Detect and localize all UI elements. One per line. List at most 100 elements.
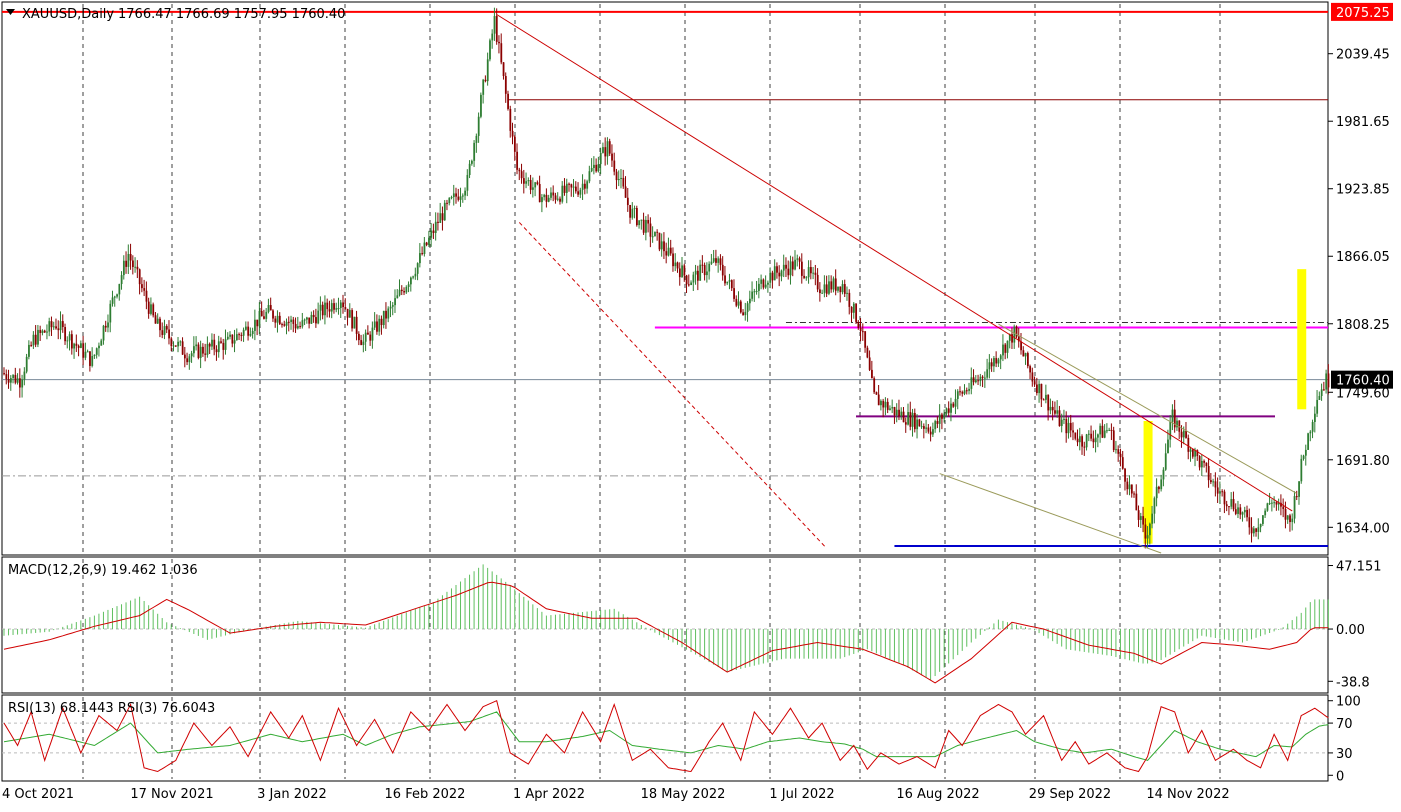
candle-body — [1298, 481, 1300, 497]
candle-body — [434, 221, 437, 233]
candle-body — [493, 16, 496, 34]
candle-body — [1054, 410, 1056, 414]
candle-body — [1173, 409, 1176, 428]
candle-body — [231, 334, 234, 344]
candle-body — [394, 298, 396, 306]
candle-body — [14, 374, 17, 383]
candle-body — [1126, 481, 1129, 490]
candle-body — [602, 147, 604, 153]
candle-body — [1153, 498, 1156, 514]
candle-body — [864, 331, 867, 348]
candle-body — [50, 321, 53, 328]
candle-body — [206, 343, 209, 355]
candle-body — [37, 329, 39, 345]
candle-body — [828, 281, 830, 294]
candle-body — [561, 185, 564, 202]
candle-body — [1259, 523, 1262, 528]
candle-body — [405, 286, 408, 293]
candle-body — [1323, 389, 1325, 391]
candle-body — [1239, 507, 1242, 515]
candle-body — [893, 407, 896, 416]
candle-body — [866, 347, 869, 358]
candle-body — [301, 320, 304, 327]
candle-body — [32, 334, 35, 346]
candle-body — [306, 317, 308, 320]
candle-body — [1180, 431, 1183, 438]
candle-body — [1243, 509, 1246, 513]
y-tick-label: 1808.25 — [1336, 318, 1390, 333]
candle-body — [523, 178, 525, 184]
candle-body — [46, 331, 48, 333]
candle-body — [1185, 430, 1187, 438]
candle-body — [834, 278, 837, 291]
candle-body — [710, 261, 713, 264]
candle-body — [369, 334, 372, 341]
candle-body — [1151, 513, 1154, 524]
candle-body — [1002, 344, 1004, 356]
rsi-pane[interactable] — [1, 694, 1329, 782]
candle-body — [810, 267, 812, 274]
candle-body — [880, 400, 882, 406]
candle-body — [916, 419, 919, 430]
candle-body — [1133, 493, 1135, 495]
candle-body — [1013, 326, 1016, 343]
candle-body — [904, 422, 907, 425]
candle-body — [455, 193, 457, 197]
candle-body — [975, 380, 977, 383]
candle-body — [889, 408, 891, 410]
candle-body — [1314, 413, 1316, 423]
candle-body — [606, 141, 609, 157]
candle-body — [102, 325, 105, 341]
candle-body — [188, 356, 191, 363]
candle-body — [122, 260, 125, 276]
candle-body — [208, 343, 211, 347]
candle-body — [898, 409, 900, 417]
candle-body — [1130, 484, 1133, 494]
candle-body — [172, 345, 175, 347]
candle-body — [1230, 499, 1233, 507]
candle-body — [66, 340, 69, 342]
candle-body — [437, 221, 439, 223]
candle-body — [814, 272, 817, 275]
macd-pane[interactable] — [1, 556, 1329, 694]
main-price-pane[interactable] — [1, 1, 1329, 556]
candle-body — [1160, 479, 1163, 490]
candle-body — [642, 219, 645, 233]
candle-body — [862, 331, 864, 333]
candle-body — [82, 343, 85, 358]
candle-body — [1115, 449, 1117, 451]
candle-body — [541, 197, 543, 203]
candle-body — [1069, 422, 1072, 431]
candle-body — [990, 362, 993, 367]
macd-y-tick-label: -38.8 — [1336, 675, 1370, 690]
candle-body — [927, 427, 930, 432]
candle-body — [911, 412, 914, 427]
candle-body — [491, 33, 494, 41]
x-tick-label: 1 Jul 2022 — [769, 787, 834, 802]
x-tick-label: 1 Apr 2022 — [513, 787, 585, 802]
candle-body — [132, 260, 134, 268]
candle-body — [152, 304, 155, 316]
candle-body — [735, 298, 738, 306]
candle-body — [782, 264, 785, 271]
candle-body — [868, 357, 871, 370]
candle-body — [798, 258, 801, 262]
candle-body — [1011, 334, 1013, 343]
candle-body — [482, 79, 485, 95]
candle-body — [719, 258, 722, 265]
candle-body — [428, 237, 430, 245]
x-tick-label: 17 Nov 2021 — [130, 787, 213, 802]
candle-body — [972, 377, 975, 383]
candle-body — [1149, 523, 1151, 536]
collapse-triangle-icon[interactable] — [6, 9, 15, 15]
candle-body — [439, 213, 442, 223]
candle-body — [312, 314, 315, 318]
candle-body — [475, 135, 478, 143]
candle-body — [1036, 384, 1038, 394]
x-tick-label: 16 Feb 2022 — [385, 787, 466, 802]
candle-body — [258, 311, 261, 327]
candle-body — [613, 160, 616, 172]
candle-body — [721, 264, 724, 276]
candle-body — [48, 321, 51, 332]
